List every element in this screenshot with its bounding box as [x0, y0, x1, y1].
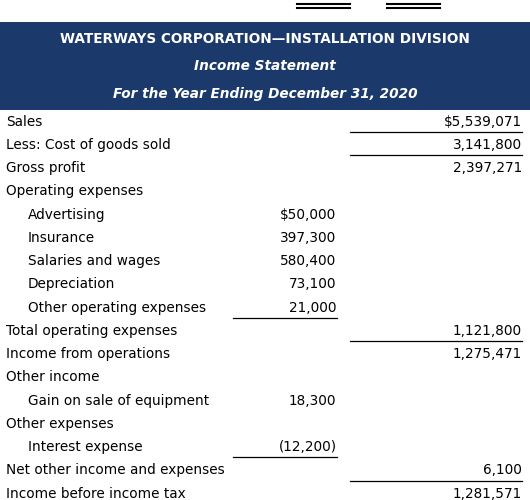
Text: 2,397,271: 2,397,271 — [453, 161, 522, 175]
Text: Gross profit: Gross profit — [6, 161, 86, 175]
Text: Other operating expenses: Other operating expenses — [28, 300, 206, 314]
Text: $5,539,071: $5,539,071 — [444, 114, 522, 128]
Text: Income Statement: Income Statement — [194, 60, 336, 74]
Text: 1,121,800: 1,121,800 — [453, 324, 522, 338]
Text: Insurance: Insurance — [28, 231, 95, 245]
Text: 580,400: 580,400 — [280, 254, 337, 268]
Text: Operating expenses: Operating expenses — [6, 184, 144, 198]
Text: Salaries and wages: Salaries and wages — [28, 254, 160, 268]
Text: WATERWAYS CORPORATION—INSTALLATION DIVISION: WATERWAYS CORPORATION—INSTALLATION DIVIS… — [60, 32, 470, 46]
Text: 73,100: 73,100 — [289, 278, 337, 291]
Text: Gain on sale of equipment: Gain on sale of equipment — [28, 394, 209, 407]
Text: Income from operations: Income from operations — [6, 347, 171, 361]
Text: $50,000: $50,000 — [280, 208, 337, 222]
Text: 1,275,471: 1,275,471 — [453, 347, 522, 361]
Text: (12,200): (12,200) — [278, 440, 337, 454]
Text: Net other income and expenses: Net other income and expenses — [6, 464, 225, 477]
Text: For the Year Ending December 31, 2020: For the Year Ending December 31, 2020 — [113, 87, 417, 101]
Text: 397,300: 397,300 — [280, 231, 337, 245]
Text: Interest expense: Interest expense — [28, 440, 142, 454]
Text: Advertising: Advertising — [28, 208, 105, 222]
Text: Total operating expenses: Total operating expenses — [6, 324, 178, 338]
Text: 1,281,571: 1,281,571 — [453, 486, 522, 500]
Text: Sales: Sales — [6, 114, 43, 128]
Text: 3,141,800: 3,141,800 — [453, 138, 522, 152]
Text: 18,300: 18,300 — [289, 394, 337, 407]
Text: 21,000: 21,000 — [289, 300, 337, 314]
Text: Less: Cost of goods sold: Less: Cost of goods sold — [6, 138, 171, 152]
Bar — [0, 22, 530, 110]
Text: 6,100: 6,100 — [483, 464, 522, 477]
Text: Other income: Other income — [6, 370, 100, 384]
Text: Depreciation: Depreciation — [28, 278, 115, 291]
Text: Other expenses: Other expenses — [6, 417, 114, 431]
Text: Income before income tax: Income before income tax — [6, 486, 186, 500]
